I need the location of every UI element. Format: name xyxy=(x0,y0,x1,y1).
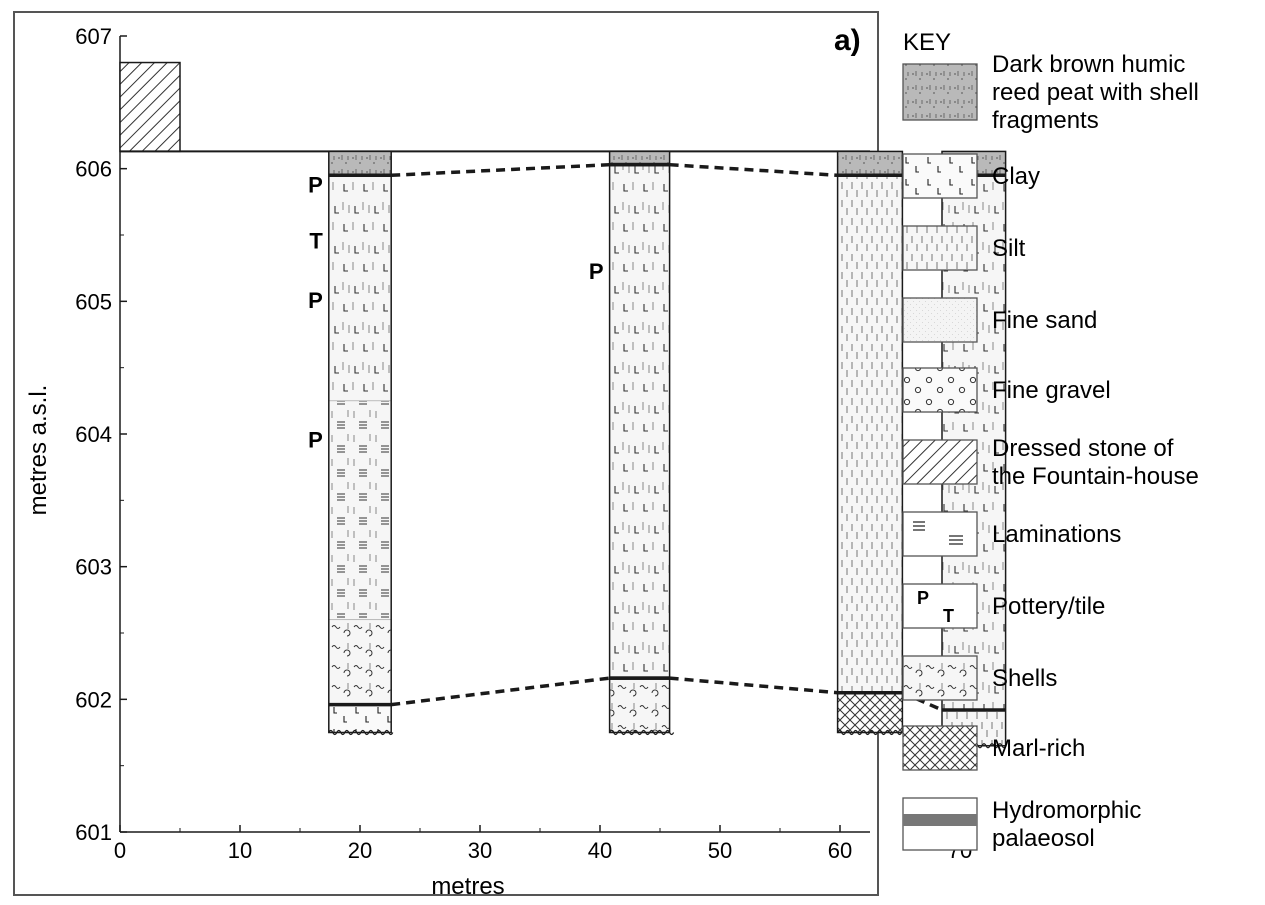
key-label-laminations: Laminations xyxy=(992,521,1121,548)
key-label-palaeosol: Hydromorphic xyxy=(992,797,1141,824)
core-3 xyxy=(836,150,911,736)
key-item-clay: Clay xyxy=(902,153,1040,199)
key-t-symbol: T xyxy=(943,606,954,626)
key-label-palaeosol: palaeosol xyxy=(992,825,1095,852)
key-label-marl: Marl-rich xyxy=(992,735,1085,762)
marker-p: P xyxy=(308,427,323,452)
y-tick-label: 601 xyxy=(75,820,112,845)
x-tick-label: 20 xyxy=(348,838,372,863)
key-swatch-gravel xyxy=(902,367,978,413)
key-item-marl: Marl-rich xyxy=(902,725,1085,771)
core-unit-shells xyxy=(328,619,392,705)
marker-t: T xyxy=(309,228,323,253)
y-tick-label: 605 xyxy=(75,289,112,314)
marker-p: P xyxy=(308,288,323,313)
key-label-stone: the Fountain-house xyxy=(992,463,1199,490)
key-label-peat: fragments xyxy=(992,107,1099,134)
key-swatch-marl xyxy=(902,725,978,771)
core-unit-marl xyxy=(837,692,903,733)
key-label-peat: Dark brown humic xyxy=(992,51,1185,78)
core-unit-silt-laminated xyxy=(328,400,392,621)
core-2 xyxy=(608,150,675,736)
correlation-dash xyxy=(669,162,838,178)
core-outline xyxy=(328,150,392,734)
core-outline xyxy=(608,150,671,734)
core-unit-clay-silt xyxy=(609,164,670,679)
core-unit-shells xyxy=(609,677,670,733)
x-tick-label: 40 xyxy=(588,838,612,863)
core-base-wavy xyxy=(328,729,394,736)
structures xyxy=(119,61,870,153)
key-swatch-laminations xyxy=(902,511,978,557)
x-tick-label: 50 xyxy=(708,838,732,863)
key-label-gravel: Fine gravel xyxy=(992,377,1111,404)
key-label-clay: Clay xyxy=(992,163,1040,190)
key-label-shells: Shells xyxy=(992,665,1057,692)
correlation-lines xyxy=(390,162,943,712)
key-item-gravel: Fine gravel xyxy=(902,367,1111,413)
y-tick-label: 604 xyxy=(75,422,112,447)
correlation-dash xyxy=(669,676,838,695)
marker-p: P xyxy=(589,259,604,284)
core-unit-peat xyxy=(609,151,670,165)
key-item-laminations: Laminations xyxy=(902,511,1121,557)
key-swatch-peat xyxy=(902,63,978,121)
key-swatch-sand xyxy=(902,297,978,343)
x-tick-label: 60 xyxy=(828,838,852,863)
key-swatch-clay xyxy=(902,153,978,199)
core-unit-silt xyxy=(837,175,903,694)
core-base-wavy xyxy=(609,729,675,736)
artefact-markers: P T P P P xyxy=(308,173,603,453)
key-label-stone: Dressed stone of xyxy=(992,435,1174,462)
key-swatch-pottery xyxy=(902,583,978,629)
key-item-shells: Shells xyxy=(902,655,1057,701)
key-palaeosol-band xyxy=(903,814,977,826)
core-unit-peat xyxy=(837,151,903,176)
panel-label: a) xyxy=(834,24,861,57)
core-unit-clay-silt xyxy=(328,175,392,402)
core-base-wavy xyxy=(837,729,911,736)
key-item-silt: Silt xyxy=(902,225,1026,271)
axes: 601602603604605606607010203040506070 xyxy=(75,24,972,863)
y-axis-label: metres a.s.l. xyxy=(25,385,52,516)
key-title: KEY xyxy=(903,29,951,56)
key-swatch-silt xyxy=(902,225,978,271)
y-tick-label: 602 xyxy=(75,687,112,712)
core-unit-clay-base xyxy=(328,704,392,733)
key-label-silt: Silt xyxy=(992,235,1026,262)
correlation-dash xyxy=(391,162,610,178)
key-item-sand: Fine sand xyxy=(902,297,1097,343)
x-tick-label: 30 xyxy=(468,838,492,863)
key-item-pottery: PT Pottery/tile xyxy=(902,583,1105,629)
key-label-sand: Fine sand xyxy=(992,307,1097,334)
key-label-pottery: Pottery/tile xyxy=(992,593,1105,620)
x-tick-label: 0 xyxy=(114,838,126,863)
y-tick-label: 603 xyxy=(75,555,112,580)
key-p-symbol: P xyxy=(917,588,929,608)
correlation-dash xyxy=(390,676,610,707)
key-label-peat: reed peat with shell xyxy=(992,79,1199,106)
y-tick-label: 607 xyxy=(75,24,112,49)
core-1 xyxy=(328,150,394,736)
key-swatch-shells xyxy=(902,655,978,701)
x-axis-label: metres xyxy=(431,873,504,900)
fountain-house-block xyxy=(119,61,181,153)
key-swatch-stone xyxy=(902,439,978,485)
y-tick-label: 606 xyxy=(75,157,112,182)
x-tick-label: 10 xyxy=(228,838,252,863)
marker-p: P xyxy=(308,173,323,198)
core-unit-peat xyxy=(328,151,392,176)
